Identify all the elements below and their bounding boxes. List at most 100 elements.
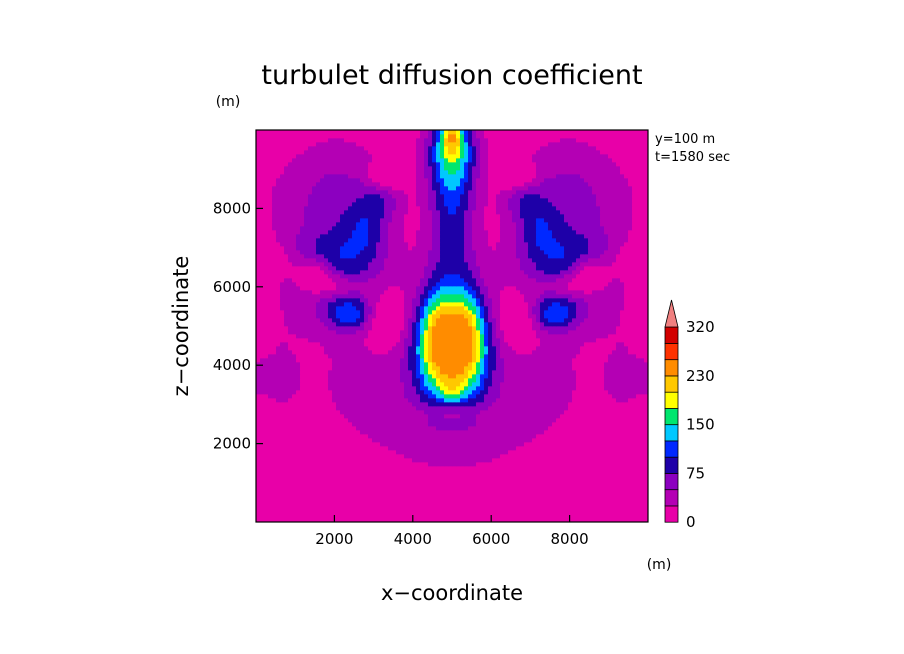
field-cell	[560, 510, 565, 515]
field-cell	[584, 490, 589, 495]
field-cell	[464, 426, 469, 431]
field-cell	[284, 398, 289, 403]
field-cell	[352, 390, 357, 395]
field-cell	[376, 466, 381, 471]
field-cell	[644, 510, 648, 515]
field-cell	[332, 410, 337, 415]
field-cell	[336, 362, 341, 367]
field-cell	[504, 418, 509, 423]
field-cell	[460, 490, 465, 495]
field-cell	[544, 454, 549, 459]
field-cell	[492, 346, 497, 351]
field-cell	[404, 362, 409, 367]
field-cell	[424, 410, 429, 415]
field-cell	[384, 374, 389, 379]
field-cell	[500, 342, 505, 347]
field-cell	[556, 434, 561, 439]
field-cell	[616, 442, 621, 447]
field-cell	[292, 342, 297, 347]
field-cell	[308, 494, 313, 499]
field-cell	[480, 466, 485, 471]
field-cell	[596, 362, 601, 367]
field-cell	[636, 330, 641, 335]
field-cell	[636, 334, 641, 339]
field-cell	[464, 494, 469, 499]
field-cell	[500, 398, 505, 403]
field-cell	[512, 482, 517, 487]
field-cell	[320, 470, 325, 475]
field-cell	[492, 326, 497, 331]
field-cell	[480, 438, 485, 443]
field-cell	[376, 406, 381, 411]
field-cell	[408, 502, 413, 507]
field-cell	[384, 478, 389, 483]
field-cell	[444, 362, 449, 367]
field-cell	[448, 346, 453, 351]
field-cell	[452, 326, 457, 331]
field-cell	[600, 322, 605, 327]
field-cell	[384, 334, 389, 339]
field-cell	[388, 338, 393, 343]
field-cell	[556, 326, 561, 331]
field-cell	[364, 346, 369, 351]
field-cell	[296, 506, 301, 511]
field-cell	[404, 438, 409, 443]
field-cell	[516, 498, 521, 503]
field-cell	[600, 474, 605, 479]
field-cell	[448, 374, 453, 379]
field-cell	[380, 518, 385, 522]
field-cell	[344, 430, 349, 435]
field-cell	[544, 386, 549, 391]
field-cell	[312, 434, 317, 439]
field-cell	[584, 478, 589, 483]
field-cell	[636, 518, 641, 522]
field-cell	[444, 382, 449, 387]
field-cell	[356, 374, 361, 379]
field-cell	[584, 450, 589, 455]
field-cell	[584, 374, 589, 379]
field-cell	[564, 454, 569, 459]
field-cell	[320, 410, 325, 415]
field-cell	[304, 442, 309, 447]
field-cell	[568, 450, 573, 455]
field-cell	[396, 442, 401, 447]
field-cell	[420, 502, 425, 507]
field-cell	[368, 502, 373, 507]
field-cell	[428, 458, 433, 463]
field-cell	[280, 354, 285, 359]
field-cell	[516, 330, 521, 335]
field-cell	[536, 430, 541, 435]
field-cell	[472, 438, 477, 443]
field-cell	[512, 378, 517, 383]
field-cell	[456, 354, 461, 359]
field-cell	[520, 478, 525, 483]
field-cell	[488, 458, 493, 463]
field-cell	[508, 398, 513, 403]
field-cell	[456, 402, 461, 407]
field-cell	[612, 514, 617, 519]
field-cell	[616, 434, 621, 439]
field-cell	[512, 382, 517, 387]
field-cell	[340, 358, 345, 363]
field-cell	[416, 378, 421, 383]
field-cell	[548, 422, 553, 427]
field-cell	[592, 366, 597, 371]
field-cell	[548, 386, 553, 391]
field-cell	[564, 382, 569, 387]
field-cell	[600, 394, 605, 399]
field-cell	[496, 338, 501, 343]
field-cell	[296, 446, 301, 451]
field-cell	[324, 398, 329, 403]
field-cell	[640, 414, 645, 419]
field-cell	[488, 346, 493, 351]
field-cell	[392, 438, 397, 443]
field-cell	[476, 406, 481, 411]
field-cell	[388, 366, 393, 371]
field-cell	[320, 434, 325, 439]
field-cell	[392, 330, 397, 335]
field-cell	[460, 350, 465, 355]
field-cell	[588, 390, 593, 395]
field-cell	[380, 378, 385, 383]
field-cell	[416, 454, 421, 459]
field-cell	[604, 514, 609, 519]
